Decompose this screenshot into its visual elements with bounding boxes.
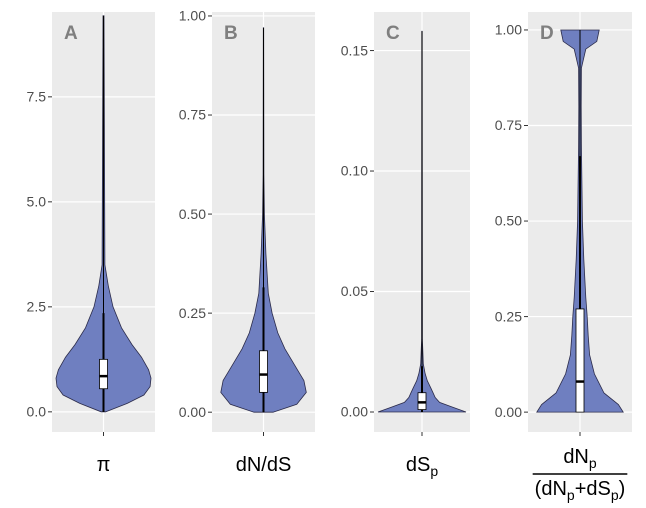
y-tick-label: 0.75 <box>495 117 522 133</box>
y-tick-label: 0.05 <box>341 283 368 299</box>
box <box>575 308 585 413</box>
x-axis-label: dSp <box>406 454 438 478</box>
panel-letter: C <box>386 23 400 44</box>
y-tick-label: 0.25 <box>179 305 206 321</box>
label-text: dN <box>563 446 589 468</box>
subscript: p <box>567 487 575 503</box>
y-tick-label: 0.50 <box>179 206 206 222</box>
y-tick-label: 1.00 <box>179 8 206 24</box>
y-tick-label: 0.00 <box>341 404 368 420</box>
x-axis-label: π <box>97 454 111 476</box>
panel-letter: B <box>224 23 238 44</box>
panel-letter: D <box>540 23 554 44</box>
label-text: (dN <box>535 478 567 500</box>
x-axis-label: dN/dS <box>236 454 292 476</box>
y-tick-label: 0.0 <box>27 404 47 420</box>
y-tick-label: 0.75 <box>179 107 206 123</box>
subscript: p <box>589 455 597 471</box>
label-text: ) <box>619 478 626 500</box>
x-axis-label: (dNp+dSp) <box>535 478 626 502</box>
y-tick-label: 0.15 <box>341 42 368 58</box>
panel-letter: A <box>64 23 78 44</box>
y-tick-label: 1.00 <box>495 22 522 38</box>
label-text: π <box>97 454 111 476</box>
subscript: p <box>430 463 438 479</box>
y-tick-label: 0.00 <box>179 404 206 420</box>
label-text: +dS <box>575 478 611 500</box>
box <box>99 358 108 390</box>
y-tick-label: 7.5 <box>27 89 47 105</box>
y-tick-label: 0.10 <box>341 163 368 179</box>
y-tick-label: 5.0 <box>27 194 47 210</box>
label-text: dN/dS <box>236 454 292 476</box>
label-text: dS <box>406 454 430 476</box>
y-tick-label: 2.5 <box>27 299 47 315</box>
y-tick-label: 0.50 <box>495 213 522 229</box>
y-tick-label: 0.25 <box>495 308 522 324</box>
box <box>259 350 268 393</box>
subscript: p <box>611 487 619 503</box>
y-tick-label: 0.00 <box>495 404 522 420</box>
x-axis-label: dNp <box>563 446 597 470</box>
